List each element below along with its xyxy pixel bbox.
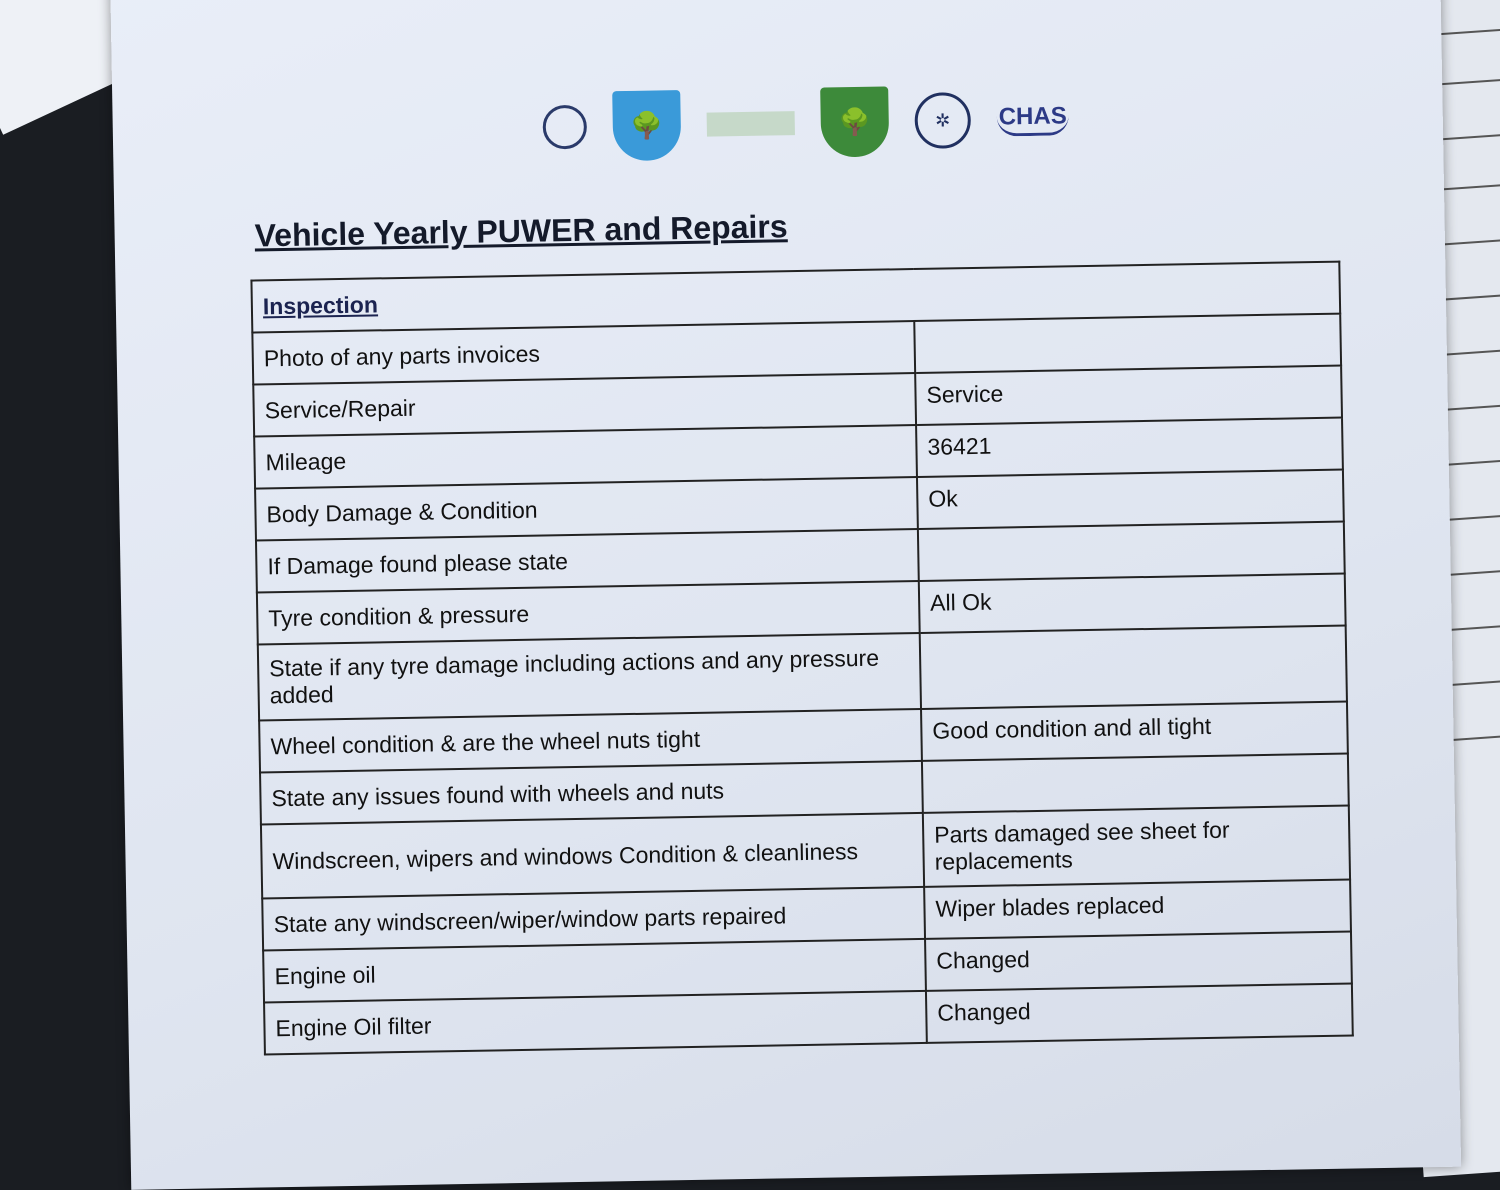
accreditation-logos: 🌳 🌳 ✲ CHAS <box>542 83 1070 162</box>
row-value: Ok <box>916 469 1344 529</box>
safecontractor-logo: ✲ <box>914 92 972 149</box>
row-value <box>921 753 1349 813</box>
row-value: Service <box>915 365 1342 426</box>
chas-logo: CHAS <box>996 101 1070 137</box>
utility-approved-contractor-logo: 🌳 <box>612 90 682 162</box>
inspection-table: Inspection Photo of any parts invoices Se… <box>250 261 1353 1056</box>
row-label: Windscreen, wipers and windows Condition… <box>260 812 925 899</box>
row-value: Changed <box>925 983 1353 1043</box>
iso-certified-logo <box>542 104 588 150</box>
row-value: Changed <box>925 931 1352 991</box>
row-value: All Ok <box>918 573 1346 633</box>
arb-approved-contractor-logo: 🌳 <box>820 86 890 158</box>
row-value <box>917 521 1345 581</box>
row-label: Engine Oil filter <box>264 990 927 1055</box>
row-value: Good condition and all tight <box>921 701 1348 761</box>
tree-icon: 🌳 <box>630 110 664 141</box>
document-page: 🌳 🌳 ✲ CHAS Vehicle Yearly PUWER and Repa… <box>110 0 1462 1190</box>
row-value <box>919 625 1347 709</box>
row-value: Wiper blades replaced <box>924 879 1351 939</box>
row-label: State if any tyre damage including actio… <box>257 632 922 721</box>
row-value: Parts damaged see sheet for replacements <box>922 805 1351 887</box>
row-value: 36421 <box>916 417 1343 477</box>
tree-icon: 🌳 <box>838 106 872 138</box>
page-title: Vehicle Yearly PUWER and Repairs <box>254 208 788 254</box>
faded-accreditation-logo <box>706 111 795 137</box>
row-value <box>914 313 1342 374</box>
